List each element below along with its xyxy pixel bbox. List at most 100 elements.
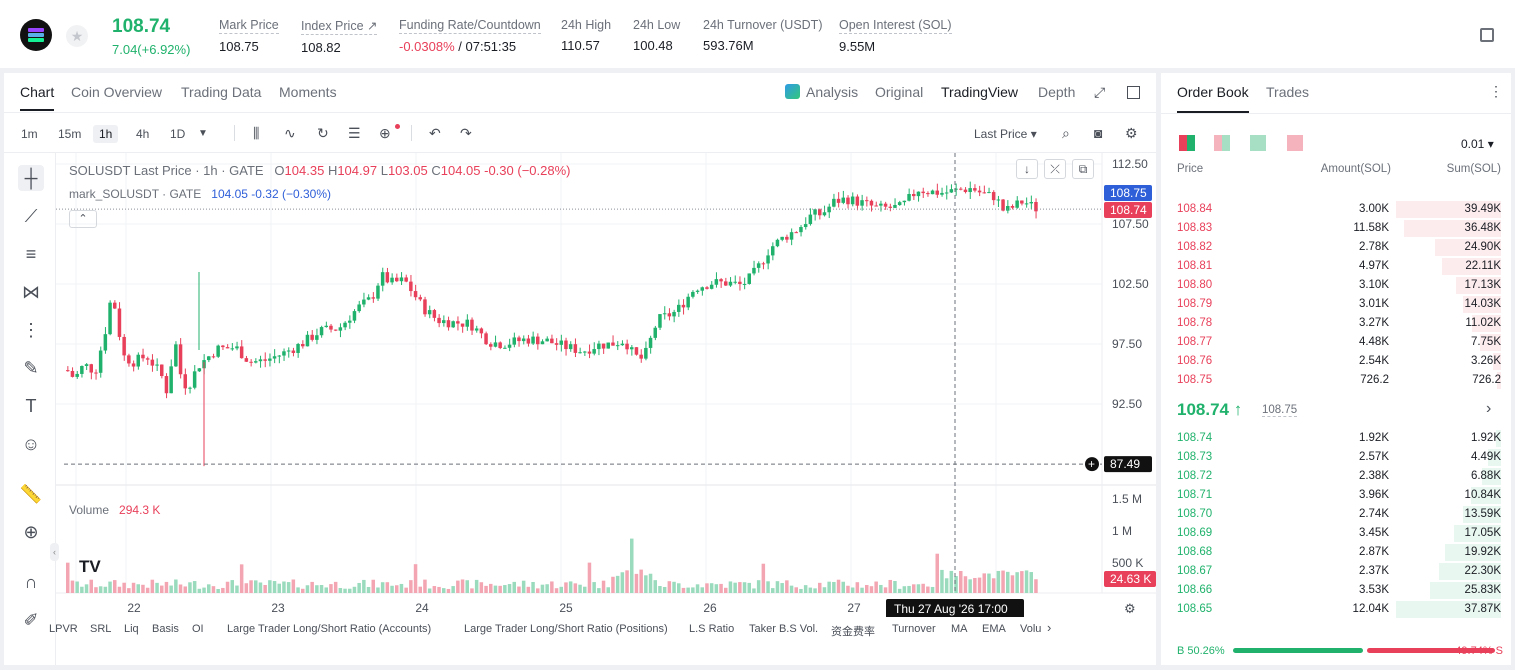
indicator-ls-ratio[interactable]: L.S Ratio xyxy=(689,623,735,635)
search-icon[interactable]: ⌕ xyxy=(1062,125,1070,141)
view-original[interactable]: Original xyxy=(875,84,924,100)
trendline-icon[interactable]: ⟋ xyxy=(24,206,38,226)
crosshair-icon[interactable]: ┼ xyxy=(18,165,44,191)
bid-row[interactable]: 108.68 2.87K 19.92K xyxy=(1161,543,1511,562)
view-analysis[interactable]: Analysis xyxy=(806,84,859,100)
add-indicator-icon[interactable]: ⊕ xyxy=(379,125,391,141)
text-icon[interactable]: T xyxy=(25,396,37,416)
bid-row[interactable]: 108.71 3.96K 10.84K xyxy=(1161,486,1511,505)
stat-label[interactable]: Mark Price xyxy=(219,18,279,34)
timeframe-dropdown-icon[interactable]: ▼ xyxy=(198,128,208,139)
panel-collapse-handle[interactable]: ‹ xyxy=(50,543,59,561)
indicator-liq[interactable]: Liq xyxy=(124,623,139,635)
redo-icon[interactable]: ↷ xyxy=(460,125,472,141)
timeframe-1h[interactable]: 1h xyxy=(93,125,119,143)
pattern-icon[interactable]: ⋈ xyxy=(22,282,40,302)
timeframe-1m[interactable]: 1m xyxy=(21,127,38,141)
view-asks-icon[interactable] xyxy=(1214,135,1230,151)
tab-moments[interactable]: Moments xyxy=(279,84,337,100)
undo-icon[interactable]: ↶ xyxy=(429,125,441,141)
scroll-down-icon[interactable]: ↓ xyxy=(1016,159,1038,179)
indicator-funding[interactable]: 资金费率 xyxy=(831,626,875,638)
magnet-icon[interactable]: ∩ xyxy=(24,572,38,592)
stat-label[interactable]: Funding Rate/Countdown xyxy=(399,18,541,34)
price-chart[interactable]: 112.50 107.50 102.50 97.50 92.50 1.5 M 1 M 500 … xyxy=(56,153,1156,617)
bid-row[interactable]: 108.73 2.57K 4.49K xyxy=(1161,448,1511,467)
ask-row[interactable]: 108.84 3.00K 39.49K xyxy=(1161,200,1511,219)
more-icon[interactable]: ⋮ xyxy=(1489,83,1503,99)
chevron-right-icon[interactable]: › xyxy=(1486,400,1492,417)
book-icon[interactable] xyxy=(1480,28,1494,42)
volume-bar xyxy=(883,587,888,593)
expand-icon[interactable]: ⤢ xyxy=(1094,84,1106,100)
maximize-pane-icon[interactable]: ⧉ xyxy=(1072,159,1094,179)
timeframe-15m[interactable]: 15m xyxy=(58,127,82,141)
stat-label[interactable]: Index Price ↗ xyxy=(301,19,378,35)
favorite-star-icon[interactable]: ★ xyxy=(66,25,88,47)
indicator-basis[interactable]: Basis xyxy=(152,623,179,635)
ask-row[interactable]: 108.79 3.01K 14.03K xyxy=(1161,295,1511,314)
collapse-legend-button[interactable]: ⌃ xyxy=(69,210,97,228)
settings-gear-icon[interactable]: ⚙ xyxy=(1125,125,1138,141)
ask-row[interactable]: 108.78 3.27K 11.02K xyxy=(1161,314,1511,333)
indicator-lpvr[interactable]: LPVR xyxy=(49,623,78,635)
ask-row[interactable]: 108.81 4.97K 22.11K xyxy=(1161,257,1511,276)
tab-coin-overview[interactable]: Coin Overview xyxy=(71,84,163,100)
view-sells-icon[interactable] xyxy=(1287,135,1303,151)
camera-icon[interactable]: ◙ xyxy=(1094,125,1103,141)
ask-row[interactable]: 108.80 3.10K 17.13K xyxy=(1161,276,1511,295)
bid-row[interactable]: 108.69 3.45K 17.05K xyxy=(1161,524,1511,543)
ruler-icon[interactable]: 📏 xyxy=(19,484,43,504)
indicator-ls-accounts[interactable]: Large Trader Long/Short Ratio (Accounts) xyxy=(227,623,432,635)
ask-row[interactable]: 108.76 2.54K 3.26K xyxy=(1161,352,1511,371)
candles-icon[interactable]: ⫼ xyxy=(253,125,260,141)
bid-row[interactable]: 108.74 1.92K 1.92K xyxy=(1161,429,1511,448)
ask-row[interactable]: 108.82 2.78K 24.90K xyxy=(1161,238,1511,257)
candle-body xyxy=(761,263,766,265)
timeframe-1d[interactable]: 1D xyxy=(170,127,186,141)
indicator-ls-positions[interactable]: Large Trader Long/Short Ratio (Positions… xyxy=(464,623,668,635)
stat-label[interactable]: Open Interest (SOL) xyxy=(839,18,952,34)
horizontal-lines-icon[interactable]: ≡ xyxy=(25,244,37,264)
indicator-ma[interactable]: MA xyxy=(951,623,968,635)
collapse-panes-icon[interactable]: ⤫ xyxy=(1044,159,1066,179)
view-bids-icon[interactable] xyxy=(1250,135,1266,151)
indicator-volume[interactable]: Volu xyxy=(1020,623,1042,635)
bid-row[interactable]: 108.70 2.74K 13.59K xyxy=(1161,505,1511,524)
emoji-icon[interactable]: ☺ xyxy=(21,434,41,454)
timeframe-4h[interactable]: 4h xyxy=(136,127,150,141)
indicator-srl[interactable]: SRL xyxy=(90,623,112,635)
ask-row[interactable]: 108.77 4.48K 7.75K xyxy=(1161,333,1511,352)
tab-trades[interactable]: Trades xyxy=(1266,84,1310,100)
tab-trading-data[interactable]: Trading Data xyxy=(181,84,262,100)
indicator-oi[interactable]: OI xyxy=(192,623,204,635)
replay-icon[interactable]: ↻ xyxy=(317,125,329,141)
pencil-lock-icon[interactable]: ✐ xyxy=(23,610,39,630)
indicator-ema[interactable]: EMA xyxy=(982,623,1006,635)
brush-icon[interactable]: ✎ xyxy=(23,358,39,378)
bid-row[interactable]: 108.72 2.38K 6.88K xyxy=(1161,467,1511,486)
bid-row[interactable]: 108.66 3.53K 25.83K xyxy=(1161,581,1511,600)
precision-select[interactable]: 0.01 ▾ xyxy=(1461,137,1494,151)
view-tradingview[interactable]: TradingView xyxy=(941,84,1019,100)
tab-chart[interactable]: Chart xyxy=(20,84,55,111)
ask-row[interactable]: 108.75 726.2 726.2 xyxy=(1161,371,1511,390)
candle-body xyxy=(221,345,225,348)
indicators-icon[interactable]: ∿ xyxy=(284,125,296,141)
scroll-right-icon[interactable]: › xyxy=(1047,620,1052,635)
view-both-icon[interactable] xyxy=(1179,135,1195,151)
bid-row[interactable]: 108.67 2.37K 22.30K xyxy=(1161,562,1511,581)
view-depth[interactable]: Depth xyxy=(1038,84,1076,100)
indicator-taker-vol[interactable]: Taker B.S Vol. xyxy=(749,623,819,635)
bid-row[interactable]: 108.65 12.04K 37.87K xyxy=(1161,600,1511,619)
ask-row[interactable]: 108.83 11.58K 36.48K xyxy=(1161,219,1511,238)
candle-body xyxy=(301,344,305,347)
zoom-in-icon[interactable]: ⊕ xyxy=(23,522,39,542)
indicator-turnover[interactable]: Turnover xyxy=(892,623,936,635)
templates-icon[interactable]: ☰ xyxy=(348,125,361,141)
window-icon[interactable] xyxy=(1127,86,1140,99)
tab-order-book[interactable]: Order Book xyxy=(1177,84,1249,100)
volume-bar xyxy=(865,584,869,593)
price-source-select[interactable]: Last Price ▾ xyxy=(974,127,1037,141)
fib-icon[interactable]: ⋮ xyxy=(22,320,40,340)
